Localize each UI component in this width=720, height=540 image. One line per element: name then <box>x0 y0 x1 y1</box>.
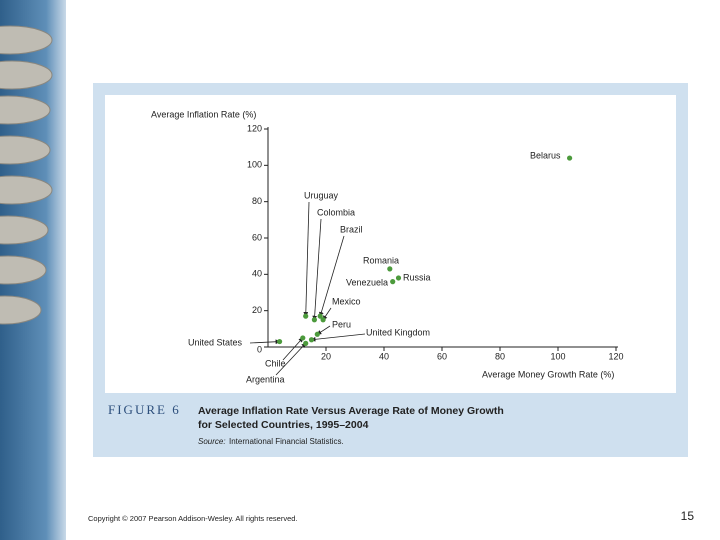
y-tick-label: 100 <box>247 160 262 170</box>
x-tick-label: 20 <box>321 351 331 361</box>
point <box>390 279 396 285</box>
annotation-arrow <box>249 339 281 345</box>
point <box>320 317 326 323</box>
point <box>300 335 306 341</box>
point <box>395 275 402 281</box>
figure-title: Average Inflation Rate Versus Average Ra… <box>198 405 504 417</box>
y-tick-label: 80 <box>252 196 262 206</box>
point-label: Mexico <box>332 296 361 306</box>
x-tick-label: 40 <box>379 351 389 361</box>
annotation-arrow <box>303 201 310 317</box>
annotation-arrow <box>282 337 304 361</box>
y-tick-label: 120 <box>247 123 262 133</box>
point-label: Belarus <box>530 150 561 160</box>
source-label: Source: <box>198 437 226 446</box>
source: International Financial Statistics. <box>229 437 344 446</box>
page-number: 15 <box>681 509 695 523</box>
point-label: Uruguay <box>304 190 339 200</box>
plot-area <box>105 95 676 393</box>
point-label: Chile <box>265 358 286 368</box>
point <box>277 338 283 345</box>
annotation-arrow <box>319 235 345 317</box>
point-label: Argentina <box>246 374 285 384</box>
annotation-arrow <box>312 218 322 321</box>
point-label: Brazil <box>340 224 363 234</box>
annotation-arrow <box>275 342 307 376</box>
copyright: Copyright © 2007 Pearson Addison-Wesley.… <box>88 514 298 523</box>
point-label: Peru <box>332 319 351 329</box>
point <box>314 331 320 337</box>
point <box>308 337 315 343</box>
y-tick-label: 0 <box>257 344 262 354</box>
x-tick-label: 100 <box>550 351 565 361</box>
y-tick-label: 40 <box>252 269 262 279</box>
figure-title: for Selected Countries, 1995–2004 <box>198 419 369 431</box>
point <box>303 340 309 346</box>
x-axis-title: Average Money Growth Rate (%) <box>482 369 614 379</box>
x-tick-label: 120 <box>608 351 623 361</box>
x-tick-label: 80 <box>495 351 505 361</box>
coins <box>0 25 53 325</box>
point-label: Venezuela <box>346 277 388 287</box>
point <box>387 266 393 272</box>
point-label: Romania <box>363 255 399 265</box>
point-label: Russia <box>403 272 431 282</box>
point <box>303 313 309 319</box>
point-label: United States <box>188 337 243 347</box>
figure-label: FIGURE 6 <box>108 402 181 417</box>
point <box>311 317 317 323</box>
point <box>567 155 573 161</box>
point-label: United Kingdom <box>366 327 430 337</box>
point <box>317 313 323 319</box>
annotation-arrow <box>310 333 366 342</box>
y-axis-title: Average Inflation Rate (%) <box>151 109 256 119</box>
y-tick-label: 60 <box>252 232 262 242</box>
y-tick-label: 20 <box>252 305 262 315</box>
x-tick-label: 60 <box>437 351 447 361</box>
point-label: Colombia <box>317 207 355 217</box>
